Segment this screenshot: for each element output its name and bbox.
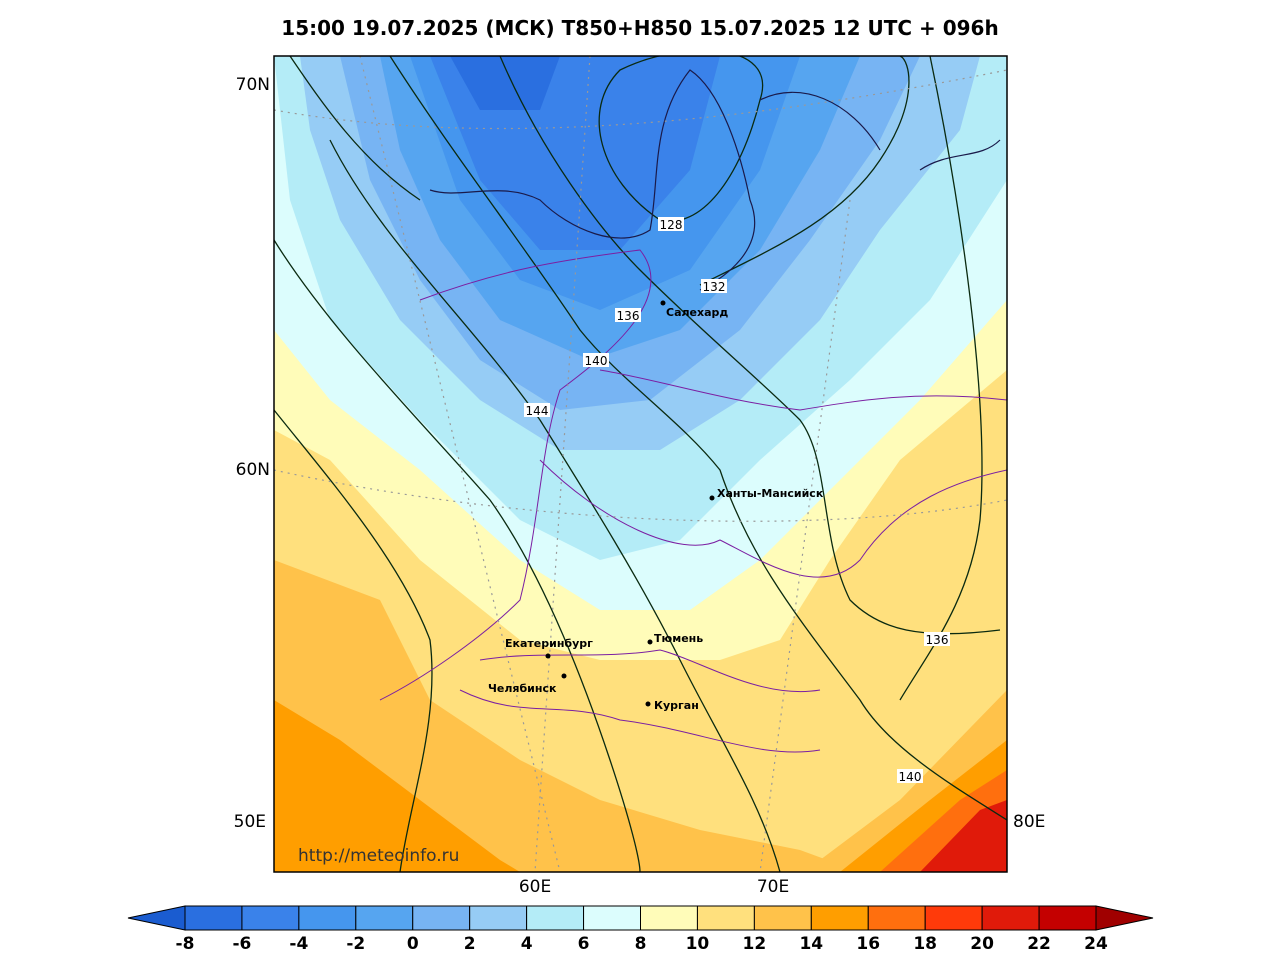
city-label: Екатеринбург (505, 637, 593, 650)
city-label: Тюмень (654, 632, 703, 645)
title: 15:00 19.07.2025 (МСК) T850+H850 15.07.2… (281, 16, 998, 40)
contour-label: 140 (585, 354, 608, 368)
colorbar-swatch (298, 905, 357, 931)
colorbar-swatch (867, 905, 926, 931)
url: http://meteoinfo.ru (298, 846, 459, 866)
contour-label: 136 (617, 309, 640, 323)
colorbar-label: 12 (743, 934, 767, 954)
contour-label: 132 (703, 280, 726, 294)
colorbar-label: 6 (578, 934, 590, 954)
colorbar-swatch (184, 905, 243, 931)
colorbar-label: 16 (856, 934, 880, 954)
contour-labels: 128 132 136 140 144 136 140 (524, 217, 950, 784)
colorbar-label: -4 (289, 934, 308, 954)
lat-label: 70N (236, 75, 270, 95)
lat-label: 60N (236, 460, 270, 480)
colorbar-swatch (1038, 905, 1097, 931)
colorbar-label: -8 (176, 934, 195, 954)
colorbar-swatch (696, 905, 755, 931)
lon-label: 50E (234, 812, 266, 832)
colorbar-label: 10 (686, 934, 710, 954)
colorbar-label: 22 (1027, 934, 1051, 954)
colorbar-swatch (526, 905, 585, 931)
city-label: Курган (654, 699, 699, 712)
colorbar-label: 24 (1084, 934, 1108, 954)
colorbar-label: 4 (521, 934, 533, 954)
colorbar: -8 -6 -4 -2 0 2 4 6 8 10 12 14 16 18 20 22 24 (127, 905, 1154, 954)
city-label: Челябинск (488, 682, 557, 695)
map (274, 56, 1007, 872)
colorbar-label: 18 (913, 934, 937, 954)
colorbar-label: -6 (232, 934, 251, 954)
colorbar-extend (127, 905, 186, 931)
colorbar-label: 14 (799, 934, 823, 954)
lon-label: 60E (519, 877, 551, 897)
cities: Салехард Ханты-Мансийск Екатеринбург Тюм… (488, 300, 824, 712)
lon-label: 70E (757, 877, 789, 897)
contour-label: 128 (660, 218, 683, 232)
map-frame (273, 55, 1008, 873)
colorbar-swatch (810, 905, 869, 931)
colorbar-swatch (640, 905, 698, 931)
city-label: Салехард (666, 306, 728, 319)
colorbar-swatch (355, 905, 414, 931)
colorbar-swatch (469, 905, 528, 931)
contour-label: 140 (899, 770, 922, 784)
colorbar-swatch (924, 905, 983, 931)
colorbar-label: 20 (970, 934, 994, 954)
colorbar-swatch (583, 905, 641, 931)
colorbar-extend (1095, 905, 1154, 931)
contour-label: 144 (526, 404, 549, 418)
colorbar-label: 2 (464, 934, 476, 954)
colorbar-swatch (753, 905, 812, 931)
colorbar-swatch (412, 905, 471, 931)
colorbar-label: 0 (407, 934, 419, 954)
colorbar-label: -2 (346, 934, 365, 954)
colorbar-swatch (241, 905, 300, 931)
contour-label: 136 (926, 633, 949, 647)
colorbar-swatch (981, 905, 1040, 931)
lon-label: 80E (1013, 812, 1045, 832)
city-label: Ханты-Мансийск (717, 487, 824, 500)
colorbar-label: 8 (635, 934, 647, 954)
